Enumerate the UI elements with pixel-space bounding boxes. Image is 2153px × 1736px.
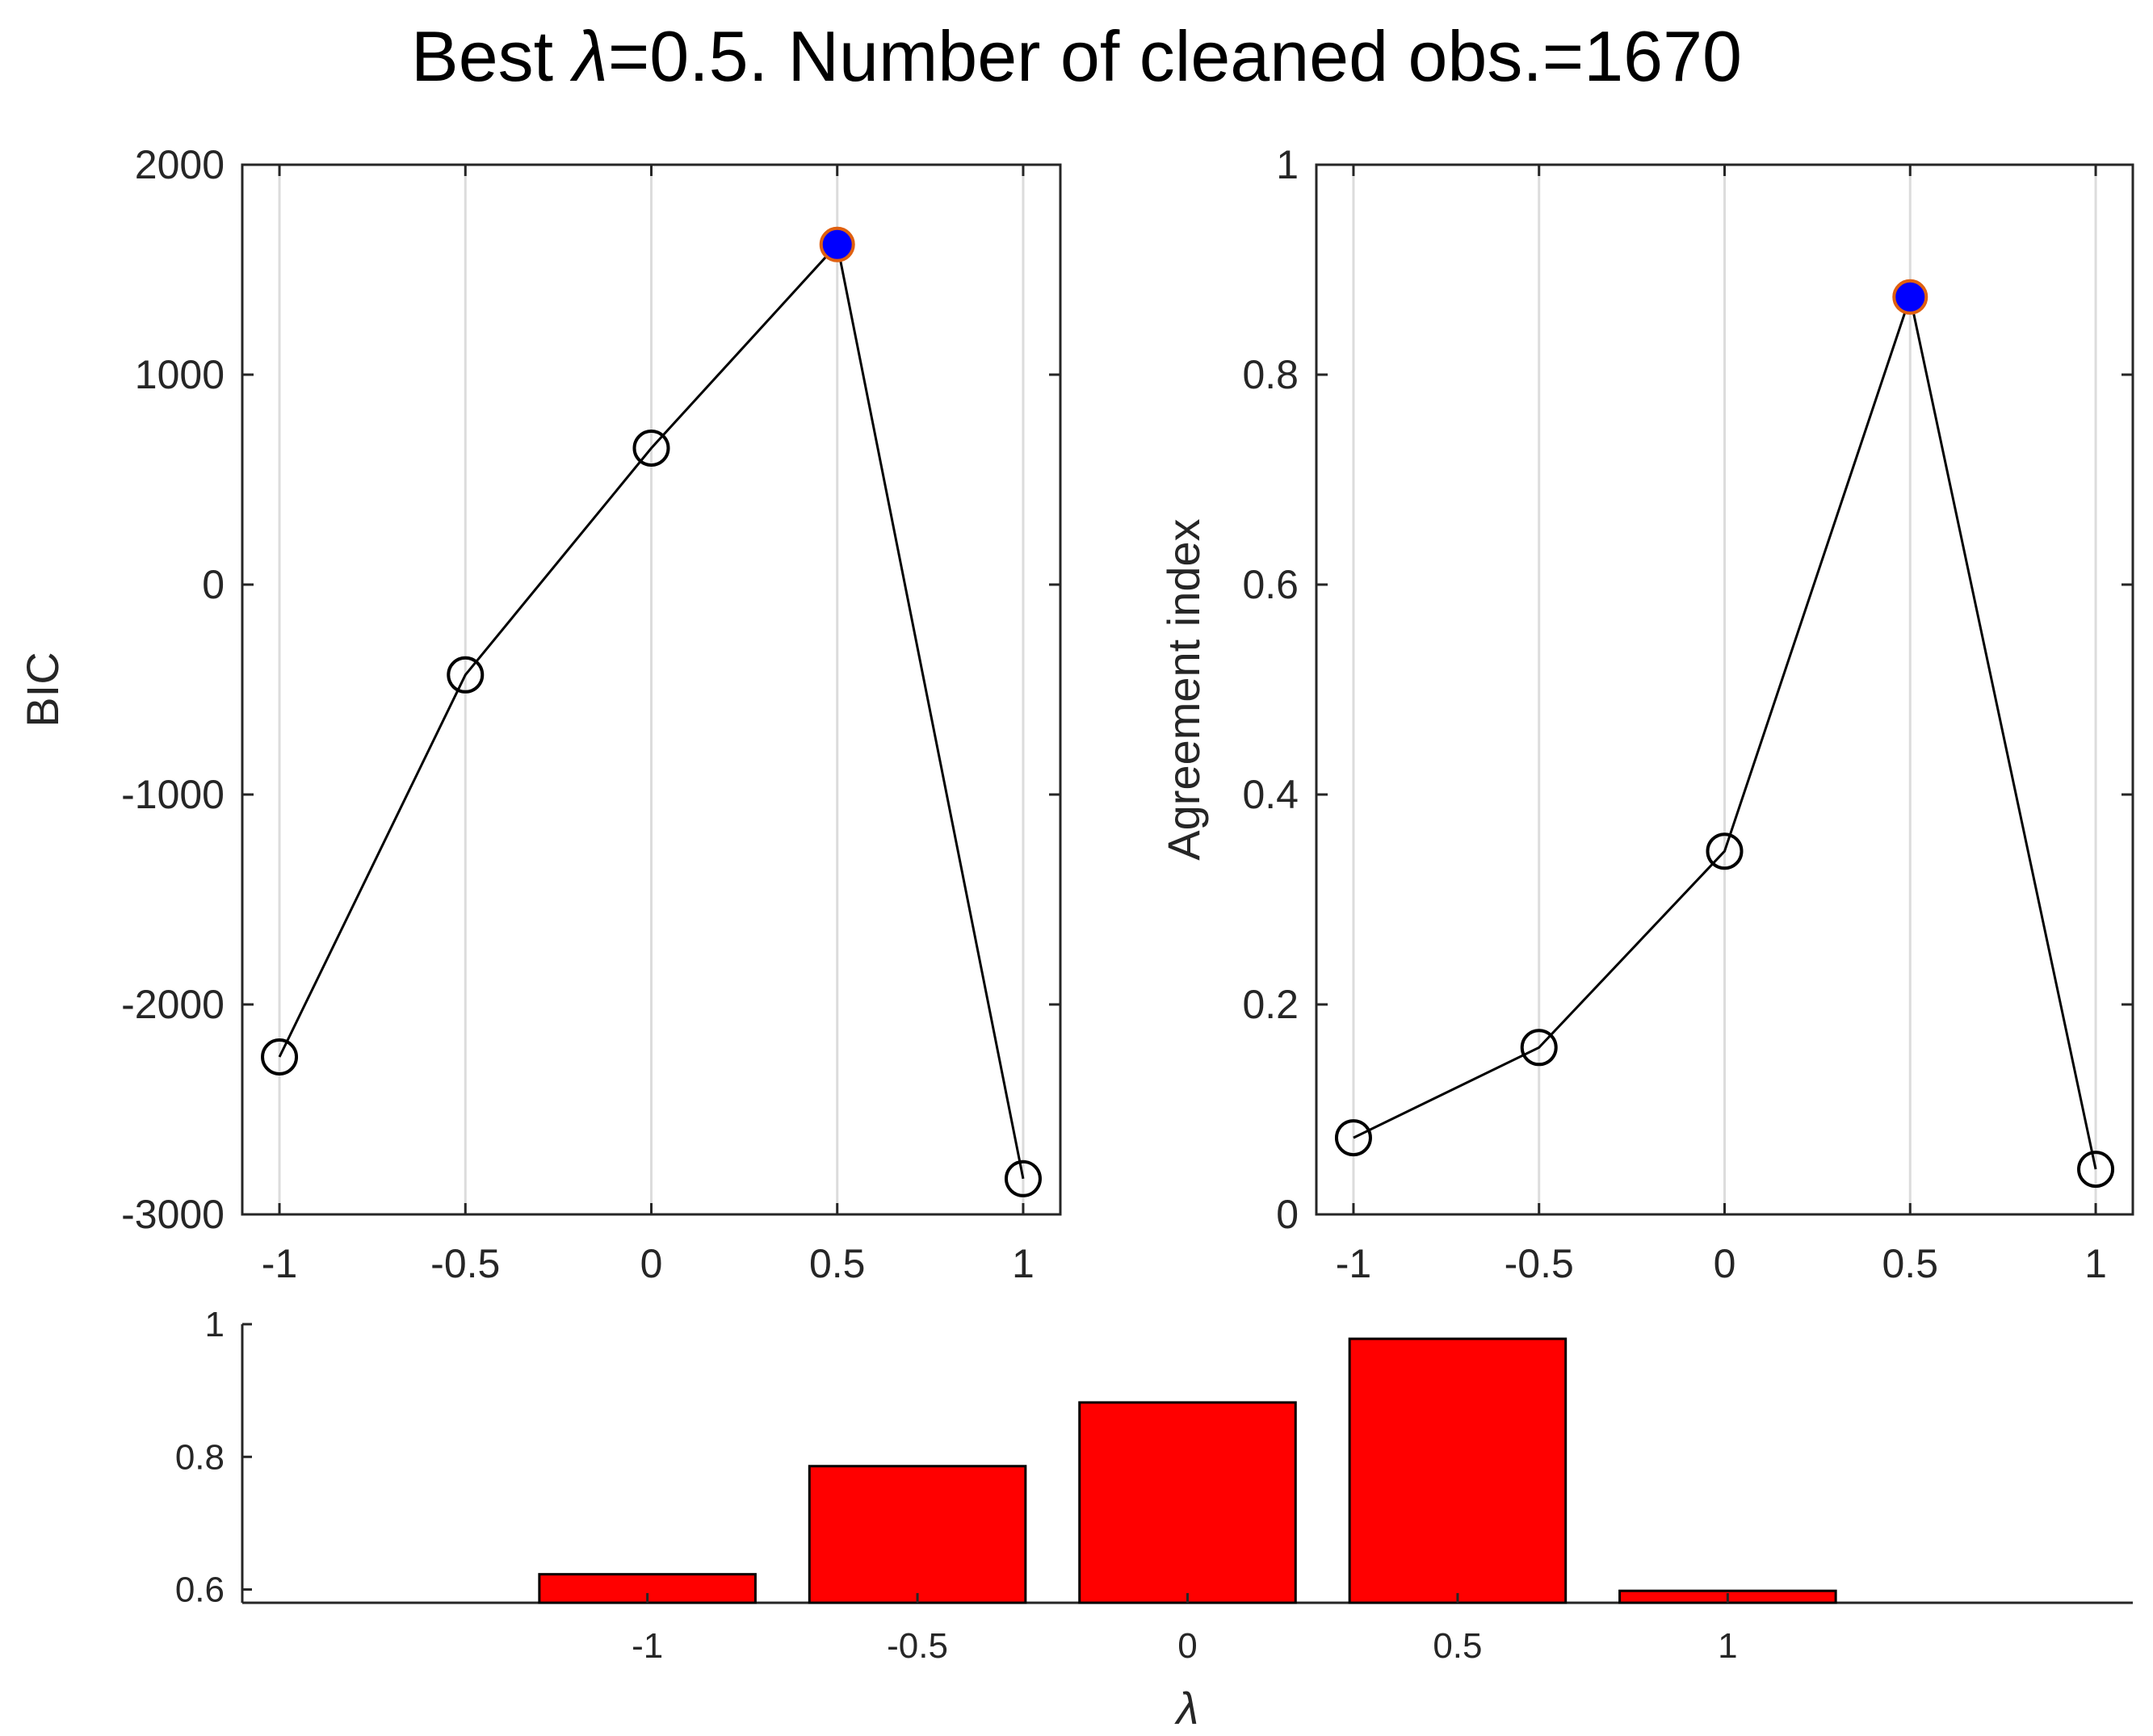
y-tick-label: -1000 — [121, 772, 225, 817]
y-tick-label: 1 — [1276, 142, 1299, 187]
data-point — [1004, 1159, 1042, 1197]
y-tick-label: 0.8 — [1242, 352, 1299, 397]
x-tick-label: 1 — [1718, 1626, 1737, 1666]
data-point — [1520, 1029, 1558, 1067]
x-tick-label: 0.5 — [809, 1241, 866, 1286]
y-axis-label: BIC — [17, 652, 68, 727]
x-tick-label: -1 — [632, 1626, 663, 1666]
best-data-point — [819, 226, 855, 262]
x-tick-label: -0.5 — [887, 1626, 948, 1666]
y-tick-label: 0.6 — [1242, 562, 1299, 607]
x-tick-label: -1 — [1336, 1241, 1371, 1286]
y-tick-label: -3000 — [121, 1192, 225, 1237]
y-axis-label: Agreement index — [1158, 518, 1209, 860]
title-prefix: Best — [411, 16, 573, 96]
x-tick-label: 0.5 — [1882, 1241, 1939, 1286]
y-tick-label: 0.4 — [1242, 772, 1299, 817]
y-tick-label: -2000 — [121, 982, 225, 1027]
best-data-point — [1892, 279, 1928, 315]
data-point — [1706, 832, 1744, 870]
x-tick-label: 1 — [1012, 1241, 1035, 1286]
y-tick-label: 0.2 — [1242, 982, 1299, 1027]
figure-title: Best λ=0.5. Number of cleaned obs.=1670 — [411, 16, 1742, 96]
x-axis-label: λ — [1174, 1683, 1199, 1734]
x-tick-label: 0 — [640, 1241, 663, 1286]
bic-plot: -1 -0.5 0 0.5 1 -3000 -2000 -1000 0 1000 2000 BIC — [17, 142, 1062, 1286]
series-line — [1353, 292, 2097, 1170]
data-point — [447, 656, 485, 694]
bar-plot: -1 -0.5 0 0.5 1 0.6 0.8 1 λ — [175, 1305, 2133, 1734]
x-tick-label: -0.5 — [1505, 1241, 1574, 1286]
y-tick-label: 1 — [205, 1305, 225, 1344]
y-tick-label: 0 — [202, 562, 225, 607]
data-point — [2077, 1151, 2115, 1189]
bar — [808, 1465, 1027, 1604]
y-tick-label: 2000 — [135, 142, 225, 187]
x-tick-label: 1 — [2084, 1241, 2107, 1286]
x-tick-label: 0.5 — [1433, 1626, 1482, 1666]
x-tick-label: -0.5 — [430, 1241, 500, 1286]
y-tick-label: 1000 — [135, 352, 225, 397]
y-tick-label: 0 — [1276, 1192, 1299, 1237]
x-tick-label: -1 — [262, 1241, 297, 1286]
data-point — [632, 430, 670, 467]
title-suffix: =0.5. Number of cleaned obs.=1670 — [608, 16, 1742, 96]
x-tick-label: 0 — [1714, 1241, 1736, 1286]
title-lambda: λ — [570, 16, 608, 96]
data-point — [1334, 1119, 1372, 1157]
y-tick-label: 0.8 — [175, 1437, 225, 1477]
data-point — [261, 1038, 299, 1076]
x-tick-label: 0 — [1177, 1626, 1197, 1666]
bar — [1078, 1401, 1297, 1604]
y-tick-label: 0.6 — [175, 1570, 225, 1610]
agreement-index-plot: -1 -0.5 0 0.5 1 0 0.2 0.4 0.6 0.8 1 Agreement index — [1158, 142, 2134, 1286]
bar — [1348, 1337, 1568, 1604]
series-line — [278, 241, 1025, 1180]
